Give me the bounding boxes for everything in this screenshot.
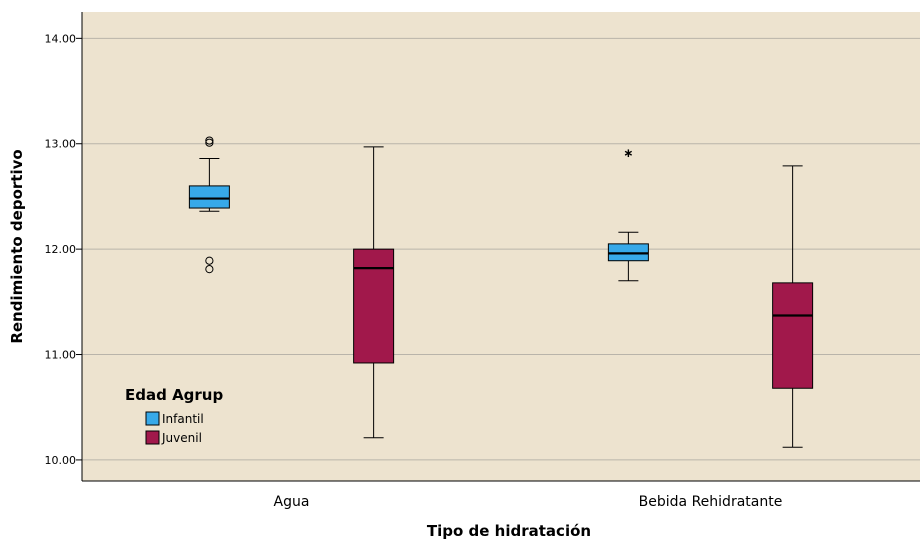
x-category-label: Agua xyxy=(274,494,310,510)
legend-label-juvenil: Juvenil xyxy=(161,431,202,445)
plot-area xyxy=(82,12,920,481)
x-axis-categories: Agua Bebida Rehidratante xyxy=(274,494,783,510)
legend: Edad Agrup Infantil Juvenil xyxy=(125,386,223,445)
outlier-point xyxy=(205,265,214,274)
outlier-point xyxy=(205,138,214,147)
legend-title: Edad Agrup xyxy=(125,386,223,404)
extreme-stroke xyxy=(624,150,633,156)
box-iqr xyxy=(188,185,230,209)
box-juvenil xyxy=(772,165,814,448)
x-category-label: Bebida Rehidratante xyxy=(639,494,783,510)
y-tick-label: 12.00 xyxy=(45,243,77,256)
extreme-point xyxy=(624,149,633,158)
legend-label-infantil: Infantil xyxy=(162,412,204,426)
box-series xyxy=(188,136,814,448)
box-juvenil xyxy=(353,146,395,439)
y-axis-ticks: 10.00 11.00 12.00 13.00 14.00 xyxy=(45,32,82,467)
box-iqr xyxy=(772,282,814,389)
box-infantil xyxy=(607,149,649,282)
y-tick-label: 10.00 xyxy=(45,454,77,467)
legend-swatch-infantil xyxy=(145,411,160,426)
y-tick-label: 13.00 xyxy=(45,138,77,151)
outlier-point xyxy=(205,136,214,145)
outlier-point xyxy=(205,256,214,265)
box-iqr xyxy=(353,248,395,364)
legend-swatch-juvenil xyxy=(145,430,160,445)
x-axis-title: Tipo de hidratación xyxy=(427,522,591,540)
y-tick-label: 14.00 xyxy=(45,32,77,45)
y-tick-label: 11.00 xyxy=(45,349,77,362)
box-infantil xyxy=(188,136,230,274)
y-axis-title: Rendimiento deportivo xyxy=(8,149,26,343)
